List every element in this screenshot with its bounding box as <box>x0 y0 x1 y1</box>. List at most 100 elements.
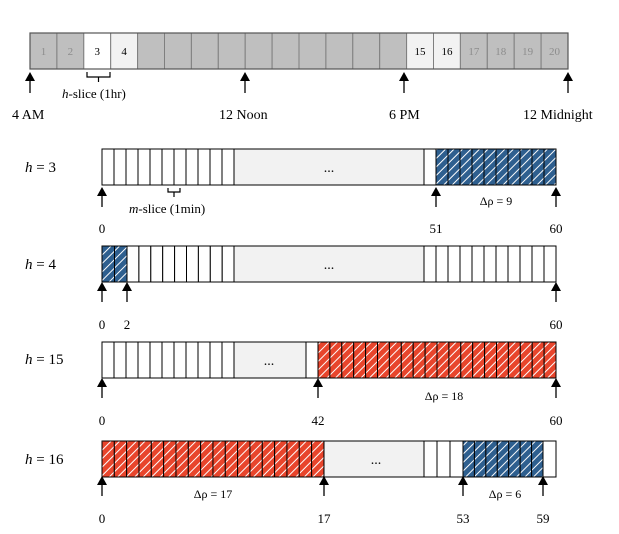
ellipsis-h15: ... <box>264 354 275 369</box>
h-slice-bracket <box>86 72 111 82</box>
hour-cell <box>217 32 246 70</box>
minute-cell <box>298 440 313 478</box>
arrow-h3-60 <box>551 187 561 207</box>
hour-cell <box>325 32 354 70</box>
row-label-h4: h = 4 <box>25 257 56 273</box>
minute-cell <box>175 440 189 478</box>
minute-cell <box>249 440 263 478</box>
hour-cell-label: 2 <box>68 46 74 58</box>
arrow-h4-60 <box>551 282 561 302</box>
hour-cell-label: 20 <box>549 46 561 58</box>
minute-bar-h3 <box>101 148 557 186</box>
delta-label-h16-red: Δρ = 17 <box>194 487 232 501</box>
minute-cell <box>543 148 557 186</box>
arrow-h15-42 <box>313 378 323 398</box>
minute-cell <box>471 245 485 283</box>
minute-cell <box>125 148 139 186</box>
row-h16: h = 16 ... 0 17 53 59 Δρ = 17 Δρ = 6 <box>25 440 557 526</box>
minute-cell <box>531 440 544 478</box>
minute-cell <box>126 245 140 283</box>
tick-h3-60: 60 <box>550 221 563 236</box>
minute-cell <box>484 341 498 379</box>
minute-cell <box>149 148 163 186</box>
minute-cell <box>221 245 235 283</box>
hour-cell <box>56 32 85 70</box>
minute-cell <box>353 341 367 379</box>
arrow-h16-0 <box>97 476 107 496</box>
minute-cell <box>436 440 451 478</box>
minute-cell <box>185 341 199 379</box>
minute-cell <box>377 341 390 379</box>
delta-label-h3: Δρ = 9 <box>480 194 512 208</box>
minute-cell <box>161 341 175 379</box>
minute-cell <box>423 245 437 283</box>
minute-cell <box>126 440 140 478</box>
minute-cell <box>186 245 199 283</box>
minute-cell <box>209 341 223 379</box>
delta-label-h15: Δρ = 18 <box>425 389 463 403</box>
minute-cell <box>101 341 115 379</box>
hour-cell <box>271 32 300 70</box>
minute-cell <box>150 440 165 478</box>
minute-cell <box>435 245 449 283</box>
minute-cell <box>163 440 177 478</box>
tick-h4-60: 60 <box>550 317 563 332</box>
minute-cell <box>423 440 438 478</box>
hour-cell <box>486 32 515 70</box>
minute-cell <box>329 341 343 379</box>
minute-cell <box>519 341 533 379</box>
minute-cell <box>460 341 474 379</box>
m-slice-bracket <box>167 188 181 197</box>
ellipsis-gap <box>233 341 307 379</box>
minute-cell <box>187 440 202 478</box>
tick-h4-0: 0 <box>99 317 106 332</box>
arrow-h3-51 <box>431 187 441 207</box>
minute-bar-h4 <box>101 245 557 283</box>
ellipsis-gap <box>323 440 425 478</box>
row-label-h16: h = 16 <box>25 452 64 468</box>
hour-cell <box>352 32 381 70</box>
time-label-noon: 12 Noon <box>219 108 268 123</box>
minute-cell <box>113 440 128 478</box>
tick-h16-0: 0 <box>99 511 106 526</box>
tick-h15-0: 0 <box>99 413 106 428</box>
minute-cell <box>209 148 223 186</box>
hour-cell-label: 1 <box>41 46 47 58</box>
minute-cell <box>531 245 545 283</box>
minute-cell <box>137 148 151 186</box>
arrow-h16-53 <box>458 476 468 496</box>
minute-cell <box>483 245 497 283</box>
tick-h16-17: 17 <box>318 511 332 526</box>
row-label-h15: h = 15 <box>25 352 63 368</box>
minute-cell <box>149 341 163 379</box>
minute-cell <box>519 245 533 283</box>
minute-cell <box>197 148 211 186</box>
minute-cell <box>483 148 497 186</box>
minute-cell <box>162 245 176 283</box>
hour-cell-label: 17 <box>468 46 480 58</box>
tick-h15-60: 60 <box>550 413 563 428</box>
row-h15: h = 15 ... 0 42 60 Δρ = 18 <box>25 341 563 428</box>
minute-cell <box>224 440 239 478</box>
hour-cell <box>190 32 219 70</box>
minute-cell <box>197 341 211 379</box>
minute-cell <box>286 440 300 478</box>
arrow-h15-0 <box>97 378 107 398</box>
minute-cell <box>424 341 438 379</box>
minute-cell <box>531 148 545 186</box>
minute-cell <box>507 245 521 283</box>
minute-cell <box>221 148 235 186</box>
minute-cell <box>305 341 319 379</box>
arrow-h4-0 <box>97 282 107 302</box>
minute-cell <box>101 148 115 186</box>
minute-cell <box>448 341 462 379</box>
minute-cell <box>209 245 223 283</box>
hour-cell-label: 18 <box>495 46 507 58</box>
minute-cell <box>519 148 533 186</box>
minute-cell <box>114 245 128 283</box>
minute-cell <box>447 245 461 283</box>
minute-cell <box>185 148 199 186</box>
row-h3: h = 3 ... m-slice (1min) 0 51 60 Δρ = 9 <box>25 148 563 236</box>
hour-cell <box>540 32 569 70</box>
minute-cell <box>137 341 151 379</box>
